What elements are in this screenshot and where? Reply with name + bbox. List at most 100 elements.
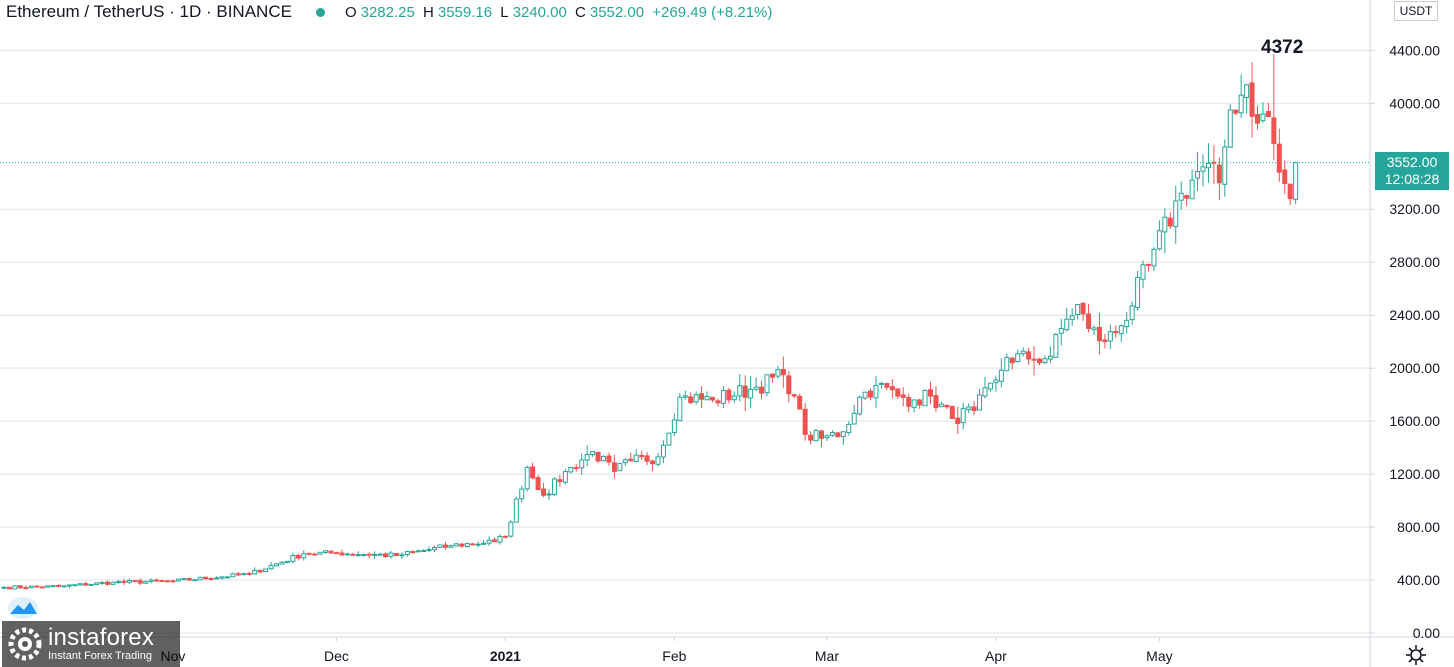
candle-body-134	[731, 395, 737, 401]
settings-gear-icon[interactable]	[1404, 643, 1428, 667]
candle-body-49	[268, 565, 274, 570]
candle-body-236	[1287, 183, 1293, 200]
candle-body-53	[290, 555, 296, 562]
candle-body-207	[1129, 305, 1135, 321]
chart-header: Ethereum / TetherUS · 1D · BINANCE O 3282…	[6, 0, 776, 24]
candle-body-42	[230, 573, 236, 578]
candle-body-1	[6, 586, 12, 590]
candle-body-37	[203, 576, 209, 580]
candle-body-167	[911, 399, 917, 408]
candle-body-9	[50, 585, 56, 588]
x-tick-label-1: Dec	[324, 648, 349, 664]
candle-body-218	[1189, 179, 1195, 200]
tradingview-logo-icon[interactable]	[7, 596, 39, 620]
candle-body-169	[922, 389, 928, 407]
candle-body-55	[301, 553, 307, 559]
candle-body-38	[208, 578, 214, 581]
candle-body-27	[148, 579, 154, 582]
x-tick-label-2: 2021	[490, 648, 521, 664]
candle-body-195	[1064, 318, 1070, 331]
candle-body-105	[573, 467, 579, 470]
candle-body-84	[459, 543, 465, 547]
y-tick-label-2: 800.00	[1397, 519, 1440, 535]
candle-body-17	[94, 582, 100, 585]
y-tick-label-10: 4400.00	[1389, 42, 1440, 58]
candle-body-145	[791, 394, 797, 397]
candle-body-21	[115, 581, 121, 584]
x-tick-label-4: Mar	[815, 648, 839, 664]
candle-body-225	[1227, 109, 1233, 148]
candle-body-228	[1244, 84, 1250, 99]
candle-body-2	[12, 585, 18, 590]
candle-body-0	[1, 586, 7, 589]
candle-body-12	[66, 584, 72, 587]
candle-body-140	[764, 374, 770, 394]
instaforex-watermark: instaforex Instant Forex Trading	[2, 621, 180, 667]
candle-body-129	[704, 395, 710, 401]
candle-body-217	[1184, 195, 1190, 199]
candle-body-166	[906, 397, 912, 407]
candle-body-110	[601, 455, 606, 462]
price-axis[interactable]: 0.00 400.00 800.00 1200.00 1600.00 2000.00 240…	[1370, 42, 1440, 641]
candle-body-210	[1146, 263, 1151, 266]
peak-annotation: 4372	[1261, 37, 1304, 58]
candle-body-40	[219, 576, 225, 579]
watermark-brand: instaforex	[48, 624, 155, 651]
candle-body-222	[1211, 161, 1217, 164]
candle-body-163	[889, 386, 895, 391]
symbol-title[interactable]: Ethereum / TetherUS · 1D · BINANCE	[6, 2, 292, 21]
candle-body-28	[154, 579, 160, 582]
candle-body-89	[486, 539, 492, 544]
candle-body-174	[949, 405, 955, 419]
candle-body-197	[1075, 304, 1081, 315]
candle-body-47	[257, 569, 263, 573]
candle-body-54	[295, 554, 301, 559]
candle-body-196	[1069, 315, 1075, 320]
candle-body-67	[366, 553, 372, 556]
candle-body-112	[611, 462, 617, 472]
candle-body-117	[639, 455, 645, 458]
currency-badge[interactable]: USDT	[1394, 1, 1438, 21]
candle-body-44	[241, 573, 247, 576]
candle-body-100	[546, 493, 552, 496]
candle-body-229	[1249, 82, 1255, 117]
x-tick-label-6: May	[1146, 648, 1172, 664]
candle-body-133	[726, 389, 732, 401]
candle-body-23	[126, 579, 132, 583]
candle-body-85	[464, 543, 470, 548]
candle-body-157	[857, 396, 863, 415]
candle-body-199	[1086, 313, 1092, 329]
open-label: O	[344, 3, 357, 21]
y-tick-label-0: 0.00	[1413, 625, 1440, 641]
change-value: +269.49 (+8.21%)	[652, 3, 773, 21]
candle-body-188	[1026, 351, 1032, 360]
price-gridlines	[0, 49, 1370, 634]
candle-body-31	[170, 580, 176, 583]
open-value: 3282.25	[360, 3, 415, 21]
y-tick-label-7: 2800.00	[1389, 254, 1440, 270]
candle-body-182	[993, 379, 999, 384]
candle-body-97	[530, 466, 536, 479]
candle-body-120	[655, 456, 661, 465]
candle-body-80	[437, 544, 443, 548]
candle-body-25	[137, 580, 143, 584]
bar-countdown: 12:08:28	[1384, 171, 1440, 187]
candle-body-24	[132, 580, 138, 583]
candle-body-156	[851, 412, 857, 425]
time-axis[interactable]: NovDec2021FebMarAprMay	[160, 637, 1173, 664]
candle-body-221	[1205, 162, 1211, 169]
candle-body-58	[317, 551, 323, 555]
candle-body-16	[88, 583, 94, 586]
candle-body-141	[769, 373, 775, 378]
candle-body-95	[519, 488, 525, 500]
candle-body-22	[121, 580, 127, 583]
candle-body-150	[819, 430, 824, 439]
candle-body-36	[197, 576, 203, 581]
candle-body-39	[214, 577, 220, 580]
candle-body-209	[1140, 264, 1146, 280]
candle-body-201	[1096, 326, 1102, 342]
candle-body-130	[710, 396, 715, 401]
low-value: 3240.00	[512, 3, 567, 21]
candle-body-170	[928, 389, 933, 397]
